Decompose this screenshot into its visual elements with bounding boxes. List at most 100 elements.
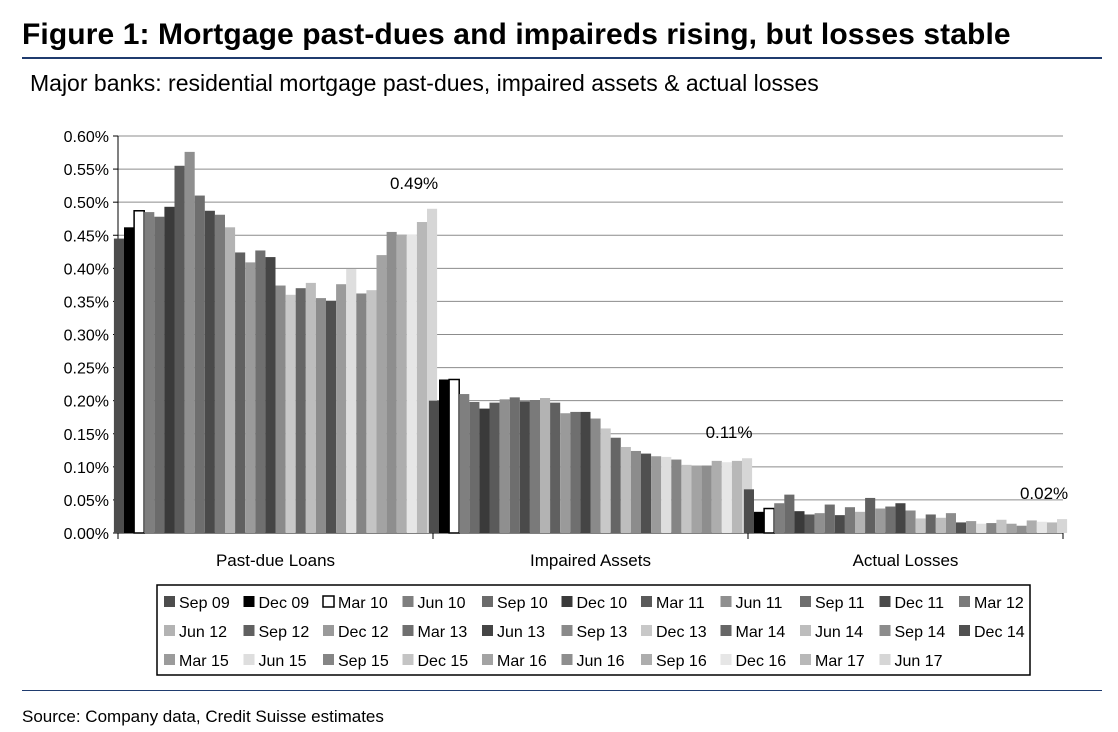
legend-label: Dec 16 bbox=[736, 653, 787, 670]
bar bbox=[406, 234, 417, 534]
legend-label: Sep 09 bbox=[179, 595, 230, 612]
bar bbox=[124, 227, 135, 533]
bar bbox=[956, 522, 967, 533]
legend-swatch bbox=[561, 625, 573, 636]
bar bbox=[743, 489, 754, 533]
legend-swatch bbox=[243, 625, 255, 636]
bar bbox=[509, 397, 520, 533]
legend-swatch bbox=[800, 625, 811, 636]
bar bbox=[600, 428, 611, 533]
bar bbox=[428, 400, 439, 533]
bar bbox=[448, 378, 460, 534]
bar bbox=[784, 494, 795, 533]
bar bbox=[721, 462, 732, 533]
legend-label: Mar 13 bbox=[418, 624, 468, 641]
y-tick-label: 0.30% bbox=[64, 328, 109, 345]
bar bbox=[133, 210, 145, 534]
bar bbox=[590, 418, 601, 533]
legend-label: Mar 11 bbox=[656, 595, 705, 612]
bar bbox=[499, 399, 510, 533]
bar bbox=[315, 298, 326, 533]
bar bbox=[265, 257, 276, 533]
bar bbox=[235, 252, 246, 533]
legend-swatch bbox=[879, 596, 891, 607]
bar bbox=[275, 285, 286, 533]
bar bbox=[774, 503, 785, 533]
figure-title: Figure 1: Mortgage past-dues and impaire… bbox=[22, 18, 1011, 51]
legend-label: Jun 12 bbox=[179, 624, 227, 641]
legend-swatch bbox=[800, 596, 811, 607]
bar bbox=[570, 411, 581, 533]
bar bbox=[1046, 522, 1057, 533]
legend-swatch bbox=[561, 596, 573, 607]
bar bbox=[305, 282, 316, 533]
legend-swatch bbox=[641, 654, 652, 665]
legend-swatch bbox=[800, 654, 811, 665]
bar bbox=[396, 234, 407, 534]
bar bbox=[113, 238, 124, 533]
bar bbox=[905, 510, 916, 533]
legend-label: Sep 12 bbox=[259, 624, 310, 641]
legend-label: Dec 15 bbox=[418, 653, 469, 670]
bar bbox=[346, 268, 357, 533]
bar bbox=[550, 402, 561, 533]
legend-swatch bbox=[164, 625, 175, 636]
bar bbox=[356, 293, 367, 533]
bar bbox=[1057, 519, 1068, 533]
legend-swatch bbox=[243, 654, 255, 665]
legend-swatch bbox=[561, 654, 573, 665]
y-tick-label: 0.40% bbox=[64, 261, 109, 278]
bar bbox=[651, 456, 662, 533]
bar bbox=[459, 394, 470, 533]
bar bbox=[763, 507, 775, 534]
bar bbox=[580, 411, 591, 533]
bar bbox=[295, 288, 306, 533]
bar bbox=[184, 151, 195, 533]
legend-swatch bbox=[482, 654, 493, 665]
bar bbox=[804, 514, 815, 533]
legend-swatch bbox=[720, 596, 732, 607]
bar bbox=[885, 506, 896, 533]
legend-label: Sep 11 bbox=[815, 595, 865, 612]
bar bbox=[336, 284, 347, 533]
bar bbox=[834, 515, 845, 533]
legend-swatch bbox=[402, 625, 414, 636]
bar bbox=[439, 379, 450, 533]
legend-label: Jun 17 bbox=[895, 653, 943, 670]
legend-label: Jun 13 bbox=[497, 624, 545, 641]
source-rule bbox=[22, 690, 1102, 691]
bar bbox=[427, 208, 438, 534]
legend-swatch bbox=[959, 596, 970, 607]
bar bbox=[204, 210, 215, 534]
bar bbox=[245, 262, 256, 533]
y-tick-label: 0.50% bbox=[64, 195, 109, 212]
bar bbox=[255, 250, 266, 534]
bar bbox=[814, 513, 825, 533]
legend-swatch bbox=[164, 596, 175, 607]
bar bbox=[1036, 521, 1047, 533]
legend-label: Dec 12 bbox=[338, 624, 389, 641]
chart-subtitle: Major banks: residential mortgage past-d… bbox=[30, 70, 819, 96]
bar bbox=[529, 400, 540, 533]
bar bbox=[945, 513, 956, 533]
bar bbox=[641, 453, 652, 533]
legend-swatch bbox=[322, 595, 335, 608]
bar bbox=[1006, 523, 1017, 533]
bar bbox=[976, 523, 987, 533]
bar bbox=[915, 518, 926, 533]
bar bbox=[844, 507, 855, 533]
legend-swatch bbox=[482, 596, 493, 607]
bar bbox=[966, 521, 977, 533]
bar bbox=[519, 401, 530, 533]
data-label: 0.11% bbox=[706, 423, 753, 442]
legend-label: Jun 15 bbox=[259, 653, 307, 670]
bar bbox=[875, 508, 886, 533]
x-category-label: Impaired Assets bbox=[530, 551, 651, 570]
legend-swatch bbox=[879, 625, 891, 636]
bar bbox=[691, 465, 702, 533]
bar bbox=[164, 206, 175, 533]
legend-label: Jun 14 bbox=[815, 624, 863, 641]
bar bbox=[560, 413, 571, 533]
x-category-label: Past-due Loans bbox=[216, 551, 335, 570]
data-label: 0.02% bbox=[1020, 484, 1068, 503]
